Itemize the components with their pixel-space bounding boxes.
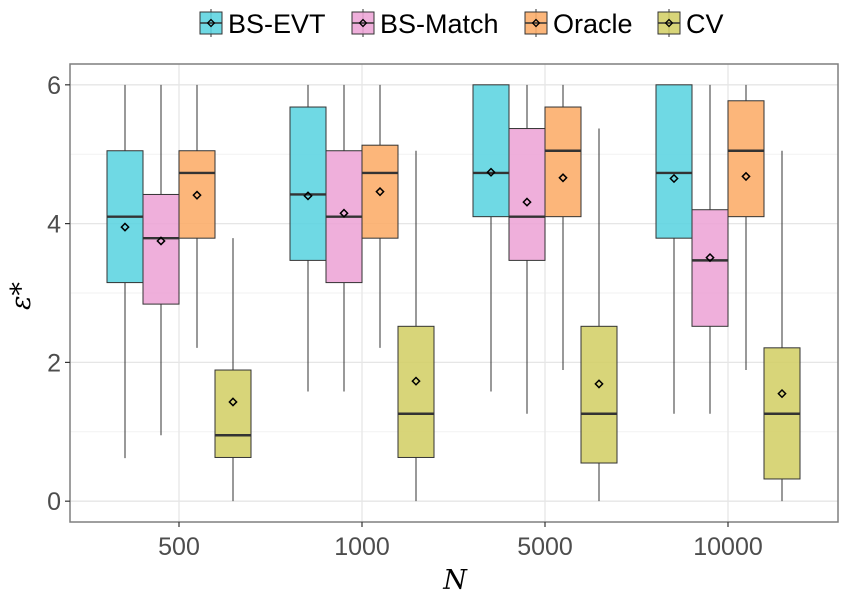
- x-tick-label: 5000: [517, 533, 573, 561]
- box-body: [361, 144, 399, 239]
- legend-key-mean: [664, 18, 674, 28]
- box-bs-match-1000: [325, 84, 363, 392]
- box-oracle-500: [178, 84, 216, 348]
- mean-marker: [303, 191, 313, 201]
- legend-item-bs-evt: BS-EVT: [199, 9, 326, 39]
- box-body: [397, 325, 435, 458]
- legend-key-mean: [358, 18, 368, 28]
- box-cv-10000: [763, 150, 801, 502]
- y-tick-label: 2: [47, 349, 61, 377]
- legend-item-bs-match: BS-Match: [351, 9, 499, 39]
- box-body: [472, 84, 510, 218]
- mean-marker: [120, 222, 130, 232]
- box-cv-1000: [397, 150, 435, 502]
- box-body: [544, 106, 582, 218]
- legend-key-mean: [531, 18, 541, 28]
- y-tick-label: 0: [47, 488, 61, 516]
- mean-marker: [375, 187, 385, 197]
- box-oracle-1000: [361, 84, 399, 348]
- box-bs-match-5000: [508, 84, 546, 414]
- plot-border: [69, 63, 839, 523]
- box-body: [655, 84, 693, 239]
- mean-marker: [486, 167, 496, 177]
- legend-item-cv: CV: [657, 9, 724, 39]
- box-bs-match-500: [142, 84, 180, 436]
- mean-marker: [411, 376, 421, 386]
- mean-marker: [594, 379, 604, 389]
- legend-key-mean: [206, 18, 216, 28]
- y-tick-label: 4: [47, 211, 61, 239]
- mean-marker: [669, 173, 679, 184]
- box-bs-evt-500: [106, 84, 144, 459]
- y-axis-title-text: ε*: [6, 282, 37, 310]
- mean-marker: [339, 208, 349, 218]
- box-bs-evt-5000: [472, 84, 510, 392]
- mean-marker: [777, 388, 787, 399]
- x-axis: 500 1000 5000 10000: [158, 522, 763, 561]
- mean-marker: [192, 190, 202, 200]
- mean-marker: [741, 171, 751, 182]
- box-series: [106, 84, 801, 502]
- box-bs-evt-1000: [289, 84, 327, 392]
- box-cv-5000: [580, 128, 618, 502]
- box-body: [289, 106, 327, 261]
- x-tick-label: 1000: [334, 533, 390, 561]
- box-body: [508, 128, 546, 261]
- box-bs-match-10000: [691, 84, 729, 414]
- box-body: [178, 150, 216, 239]
- mean-marker: [705, 252, 715, 263]
- legend-label: BS-EVT: [228, 9, 326, 39]
- box-cv-500: [214, 238, 252, 502]
- y-axis-title: ε*: [6, 282, 37, 310]
- box-oracle-5000: [544, 84, 582, 371]
- box-body: [142, 193, 180, 305]
- legend: BS-EVT BS-Match Oracle CV: [199, 9, 724, 39]
- legend-item-oracle: Oracle: [524, 9, 633, 39]
- mean-marker: [522, 197, 532, 207]
- box-body: [727, 100, 765, 218]
- mean-marker: [228, 397, 238, 407]
- x-tick-label: 500: [158, 533, 200, 561]
- box-oracle-10000: [727, 84, 765, 371]
- y-axis: 0 2 4 6: [47, 72, 70, 516]
- mean-marker: [156, 236, 166, 246]
- box-body: [580, 325, 618, 464]
- box-body: [214, 369, 252, 458]
- legend-label: CV: [686, 9, 724, 39]
- box-bs-evt-10000: [655, 84, 693, 414]
- mean-marker: [558, 173, 568, 183]
- x-axis-title: N: [442, 565, 468, 596]
- legend-label: Oracle: [553, 9, 633, 39]
- box-body: [691, 209, 729, 327]
- x-tick-label: 10000: [693, 533, 763, 561]
- y-tick-label: 6: [47, 72, 61, 100]
- legend-label: BS-Match: [380, 9, 499, 39]
